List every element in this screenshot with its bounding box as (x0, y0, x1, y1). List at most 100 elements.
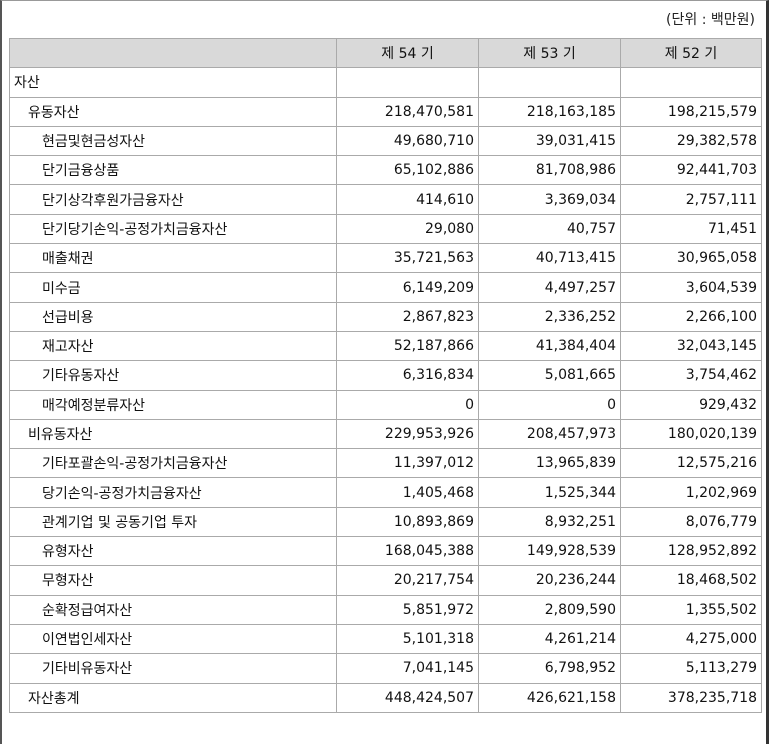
period-52-value: 29,382,578 (620, 125, 762, 157)
period-53-value: 5,081,665 (478, 360, 621, 391)
table-row: 자산총계 448,424,507 426,621,158 378,235,718 (9, 682, 762, 713)
period-54-value: 1,405,468 (336, 477, 479, 508)
period-53-value: 40,713,415 (478, 243, 621, 274)
table-row: 재고자산 52,187,866 41,384,404 32,043,145 (9, 330, 762, 362)
table-row: 유동자산 218,470,581 218,163,185 198,215,579 (9, 96, 762, 127)
row-label: 재고자산 (9, 330, 337, 362)
period-52-value: 180,020,139 (620, 418, 762, 450)
table-header-row: 제 54 기 제 53 기 제 52 기 (9, 37, 762, 69)
table-row: 단기당기손익-공정가치금융자산 29,080 40,757 71,451 (9, 213, 762, 245)
unit-label: (단위 : 백만원) (666, 12, 755, 28)
table-row: 미수금 6,149,209 4,497,257 3,604,539 (9, 272, 762, 303)
period-54-value: 218,470,581 (336, 96, 479, 127)
period-52-value: 92,441,703 (620, 155, 762, 186)
table-row: 선급비용 2,867,823 2,336,252 2,266,100 (9, 301, 762, 332)
table-row: 유형자산 168,045,388 149,928,539 128,952,892 (9, 536, 762, 567)
period-54-value: 448,424,507 (336, 682, 479, 713)
period-54-value: 5,851,972 (336, 594, 479, 625)
period-54-value: 35,721,563 (336, 243, 479, 274)
period-53-value: 4,261,214 (478, 623, 621, 655)
period-54-value: 6,149,209 (336, 272, 479, 303)
row-label: 비유동자산 (9, 418, 337, 450)
table-row: 당기손익-공정가치금융자산 1,405,468 1,525,344 1,202,969 (9, 477, 762, 508)
balance-sheet-table: 제 54 기 제 53 기 제 52 기 자산 유동자산 218,470,581 21… (9, 37, 762, 713)
period-52-value: 8,076,779 (620, 506, 762, 538)
table-row: 단기상각후원가금융자산 414,610 3,369,034 2,757,111 (9, 184, 762, 215)
period-52-value: 3,604,539 (620, 272, 762, 303)
period-54-value: 52,187,866 (336, 330, 479, 362)
table-row: 관계기업 및 공동기업 투자 10,893,869 8,932,251 8,076,7… (9, 506, 762, 538)
row-label: 단기상각후원가금융자산 (9, 184, 337, 215)
table-row: 비유동자산 229,953,926 208,457,973 180,020,139 (9, 418, 762, 450)
period-53-value: 2,809,590 (478, 594, 621, 625)
period-52-value: 2,266,100 (620, 301, 762, 332)
row-label: 당기손익-공정가치금융자산 (9, 477, 337, 508)
period-54-value: 29,080 (336, 213, 479, 245)
period-53-value: 1,525,344 (478, 477, 621, 508)
period-54-value: 10,893,869 (336, 506, 479, 538)
table-row: 자산 (9, 67, 762, 98)
row-label: 이연법인세자산 (9, 623, 337, 655)
period-53-value: 208,457,973 (478, 418, 621, 450)
period-54-value: 0 (336, 389, 479, 420)
row-label: 기타비유동자산 (9, 653, 337, 684)
row-label: 미수금 (9, 272, 337, 303)
period-54-value: 49,680,710 (336, 125, 479, 157)
period-52-value: 4,275,000 (620, 623, 762, 655)
period-53-value: 4,497,257 (478, 272, 621, 303)
table-row: 현금및현금성자산 49,680,710 39,031,415 29,382,578 (9, 125, 762, 157)
period-52-value: 128,952,892 (620, 536, 762, 567)
row-label: 관계기업 및 공동기업 투자 (9, 506, 337, 538)
period-52-value: 5,113,279 (620, 653, 762, 684)
period-52-value (620, 67, 762, 98)
table-body: 자산 유동자산 218,470,581 218,163,185 198,215,579 현… (9, 67, 762, 713)
period-52-value: 30,965,058 (620, 243, 762, 274)
table-row: 매출채권 35,721,563 40,713,415 30,965,058 (9, 243, 762, 274)
period-53-value: 20,236,244 (478, 565, 621, 596)
period-52-value: 32,043,145 (620, 330, 762, 362)
row-label: 단기금융상품 (9, 155, 337, 186)
row-label: 무형자산 (9, 565, 337, 596)
period-53-value: 41,384,404 (478, 330, 621, 362)
period-52-value: 1,202,969 (620, 477, 762, 508)
row-label: 매출채권 (9, 243, 337, 274)
period-53-value: 2,336,252 (478, 301, 621, 332)
period-53-value (478, 67, 621, 98)
period-52-value: 1,355,502 (620, 594, 762, 625)
row-label: 매각예정분류자산 (9, 389, 337, 420)
period-53-value: 149,928,539 (478, 536, 621, 567)
table-row: 기타포괄손익-공정가치금융자산 11,397,012 13,965,839 12,57… (9, 448, 762, 479)
period-52-value: 378,235,718 (620, 682, 762, 713)
period-52-value: 18,468,502 (620, 565, 762, 596)
row-label: 선급비용 (9, 301, 337, 332)
row-label: 기타유동자산 (9, 360, 337, 391)
period-52-value: 71,451 (620, 213, 762, 245)
period-54-value: 229,953,926 (336, 418, 479, 450)
period-54-value: 414,610 (336, 184, 479, 215)
period-53-value: 218,163,185 (478, 96, 621, 127)
period-53-value: 8,932,251 (478, 506, 621, 538)
table-row: 기타비유동자산 7,041,145 6,798,952 5,113,279 (9, 653, 762, 684)
period-54-value: 168,045,388 (336, 536, 479, 567)
period-53-value: 39,031,415 (478, 125, 621, 157)
period-52-value: 3,754,462 (620, 360, 762, 391)
period-54-value: 5,101,318 (336, 623, 479, 655)
row-label: 자산 (9, 67, 337, 98)
table-row: 매각예정분류자산 0 0 929,432 (9, 389, 762, 420)
row-label: 현금및현금성자산 (9, 125, 337, 157)
row-label: 유동자산 (9, 96, 337, 127)
period-54-value: 20,217,754 (336, 565, 479, 596)
table-row: 무형자산 20,217,754 20,236,244 18,468,502 (9, 565, 762, 596)
header-cell-period-53: 제 53 기 (478, 37, 621, 69)
header-cell-period-52: 제 52 기 (620, 37, 762, 69)
table-row: 기타유동자산 6,316,834 5,081,665 3,754,462 (9, 360, 762, 391)
period-54-value: 7,041,145 (336, 653, 479, 684)
period-54-value (336, 67, 479, 98)
row-label: 기타포괄손익-공정가치금융자산 (9, 448, 337, 479)
period-52-value: 2,757,111 (620, 184, 762, 215)
row-label: 유형자산 (9, 536, 337, 567)
period-52-value: 929,432 (620, 389, 762, 420)
row-label: 순확정급여자산 (9, 594, 337, 625)
header-cell-period-54: 제 54 기 (336, 37, 479, 69)
